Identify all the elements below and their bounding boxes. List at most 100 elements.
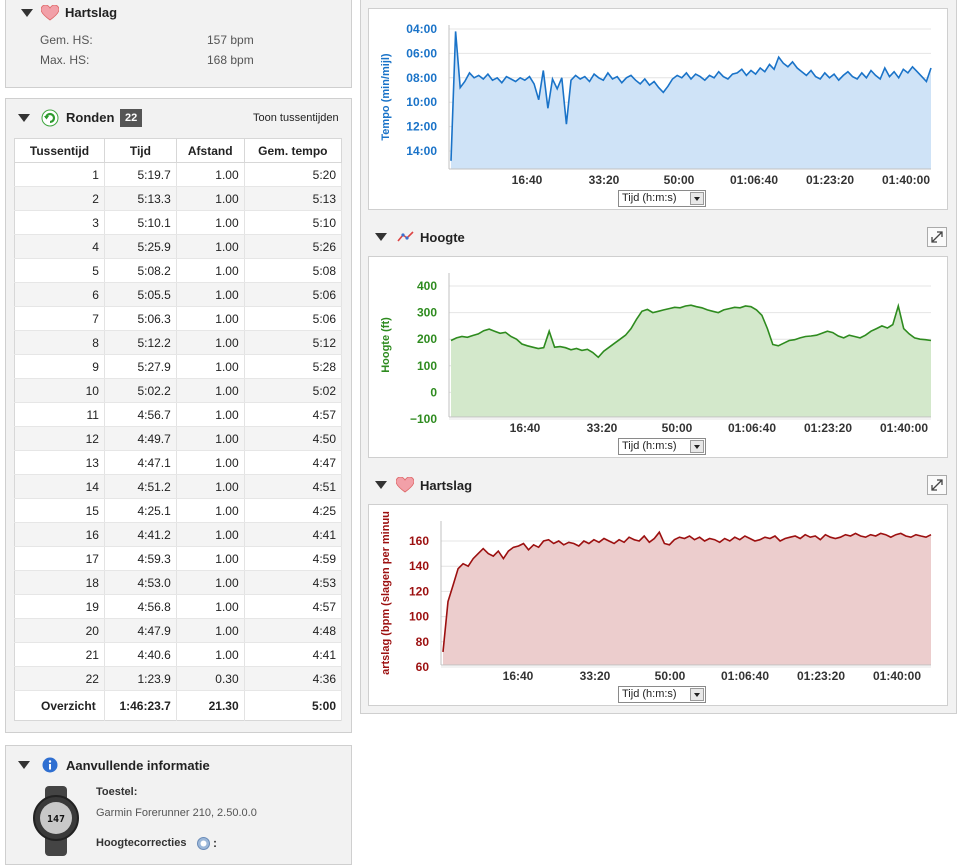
collapse-triangle-icon[interactable]: [18, 114, 30, 122]
table-cell: 1.00: [176, 426, 245, 451]
x-tick-label: 16:40: [512, 173, 543, 187]
table-cell: 10: [14, 378, 105, 403]
chevron-down-icon[interactable]: [690, 192, 704, 205]
table-cell: 0.30: [176, 666, 245, 691]
time-axis-select[interactable]: Tijd (h:m:s): [618, 190, 706, 207]
x-tick-label: 16:40: [510, 421, 541, 435]
table-row: 13 4:47.1 1.00 4:47: [14, 450, 343, 475]
help-icon[interactable]: [197, 837, 210, 850]
column-header[interactable]: Afstand: [176, 138, 245, 163]
table-row: 21 4:40.6 1.00 4:41: [14, 642, 343, 667]
table-row: 1 5:19.7 1.00 5:20: [14, 162, 343, 187]
table-cell: 4:25: [244, 498, 343, 523]
y-tick-label: 04:00: [406, 22, 437, 36]
table-row: 17 4:59.3 1.00 4:59: [14, 546, 343, 571]
collapse-triangle-icon[interactable]: [375, 481, 387, 489]
elevation-title: Hoogte: [420, 230, 465, 245]
table-cell: 1.00: [176, 162, 245, 187]
y-tick-label: 200: [417, 332, 437, 346]
expand-elevation-button[interactable]: [927, 227, 947, 247]
table-cell: 1.00: [176, 594, 245, 619]
table-cell: 4: [14, 234, 105, 259]
column-header[interactable]: Tijd: [104, 138, 177, 163]
max-hr-label: Max. HS:: [40, 53, 90, 67]
heartrate-chart-svg: 160 140 120 100 80 60 16:40 33:20 50:00 01:06:40 0…: [380, 511, 932, 683]
table-cell: 1.00: [176, 354, 245, 379]
svg-text:147: 147: [47, 814, 65, 825]
table-cell: 4:25.1: [104, 498, 177, 523]
table-total-cell: Overzicht: [14, 690, 105, 721]
table-cell: 17: [14, 546, 105, 571]
table-cell: 1.00: [176, 522, 245, 547]
column-header[interactable]: Gem. tempo: [244, 138, 343, 163]
info-icon: [42, 757, 58, 773]
avg-hr-value: 157 bpm: [207, 33, 254, 47]
table-cell: 4:47.1: [104, 450, 177, 475]
y-tick-label: 06:00: [406, 46, 437, 60]
table-row: 6 5:05.5 1.00 5:06: [14, 282, 343, 307]
elevation-chart-svg: 400 300 200 100 0 −100 16:40 33:20 50:00 01:06:40…: [380, 273, 932, 435]
table-row: 16 4:41.2 1.00 4:41: [14, 522, 343, 547]
table-cell: 3: [14, 210, 105, 235]
table-cell: 4:56.8: [104, 594, 177, 619]
time-axis-select[interactable]: Tijd (h:m:s): [618, 686, 706, 703]
table-cell: 19: [14, 594, 105, 619]
table-cell: 1.00: [176, 282, 245, 307]
x-tick-label: 01:06:40: [721, 669, 769, 683]
table-cell: 5:05.5: [104, 282, 177, 307]
table-cell: 5:13: [244, 186, 343, 211]
y-tick-label: 60: [416, 660, 430, 674]
y-tick-label: 300: [417, 306, 437, 320]
y-tick-label: 100: [417, 359, 437, 373]
x-tick-label: 01:40:00: [880, 421, 928, 435]
collapse-triangle-icon[interactable]: [375, 233, 387, 241]
y-tick-label: 400: [417, 279, 437, 293]
x-tick-label: 50:00: [662, 421, 693, 435]
x-tick-label: 33:20: [580, 669, 611, 683]
time-axis-select[interactable]: Tijd (h:m:s): [618, 438, 706, 455]
pace-chart-svg: 04:00 06:00 08:00 10:00 12:00 14:00 16:40 33:20…: [380, 22, 932, 187]
table-cell: 11: [14, 402, 105, 427]
table-cell: 1.00: [176, 498, 245, 523]
y-axis-label: Hoogte (ft): [380, 317, 392, 373]
y-tick-label: 10:00: [406, 95, 437, 109]
series-line: [450, 302, 932, 359]
expand-heartrate-button[interactable]: [927, 475, 947, 495]
table-cell: 4:48: [244, 618, 343, 643]
table-cell: 5:28: [244, 354, 343, 379]
table-cell: 1.00: [176, 546, 245, 571]
table-cell: 4:59.3: [104, 546, 177, 571]
table-cell: 5: [14, 258, 105, 283]
y-tick-label: 120: [409, 584, 429, 598]
table-cell: 2: [14, 186, 105, 211]
table-row: 7 5:06.3 1.00 5:06: [14, 306, 343, 331]
collapse-triangle-icon[interactable]: [18, 761, 30, 769]
table-cell: 5:20: [244, 162, 343, 187]
chevron-down-icon[interactable]: [690, 440, 704, 453]
expand-icon: [931, 231, 943, 243]
table-row: 8 5:12.2 1.00 5:12: [14, 330, 343, 355]
table-cell: 5:08: [244, 258, 343, 283]
extra-info-title: Aanvullende informatie: [66, 758, 210, 773]
watch-icon: 147: [33, 786, 79, 856]
table-cell: 4:59: [244, 546, 343, 571]
table-cell: 13: [14, 450, 105, 475]
table-cell: 5:06: [244, 306, 343, 331]
table-row: 2 5:13.3 1.00 5:13: [14, 186, 343, 211]
table-cell: 5:06.3: [104, 306, 177, 331]
table-cell: 6: [14, 282, 105, 307]
table-cell: 7: [14, 306, 105, 331]
heartrate-chart: 160 140 120 100 80 60 16:40 33:20 50:00 01:06:40 0…: [368, 504, 948, 706]
column-header[interactable]: Tussentijd: [14, 138, 105, 163]
show-splits-link[interactable]: Toon tussentijden: [253, 112, 339, 124]
y-tick-label: 80: [416, 635, 430, 649]
table-cell: 4:41: [244, 642, 343, 667]
y-axis-label: Tempo (min/mijl): [380, 53, 392, 141]
chevron-down-icon[interactable]: [690, 688, 704, 701]
laps-title: Ronden: [66, 110, 115, 125]
table-cell: 5:27.9: [104, 354, 177, 379]
collapse-triangle-icon[interactable]: [21, 9, 33, 17]
table-row: 22 1:23.9 0.30 4:36: [14, 666, 343, 691]
table-cell: 4:36: [244, 666, 343, 691]
x-tick-label: 01:23:20: [806, 173, 854, 187]
